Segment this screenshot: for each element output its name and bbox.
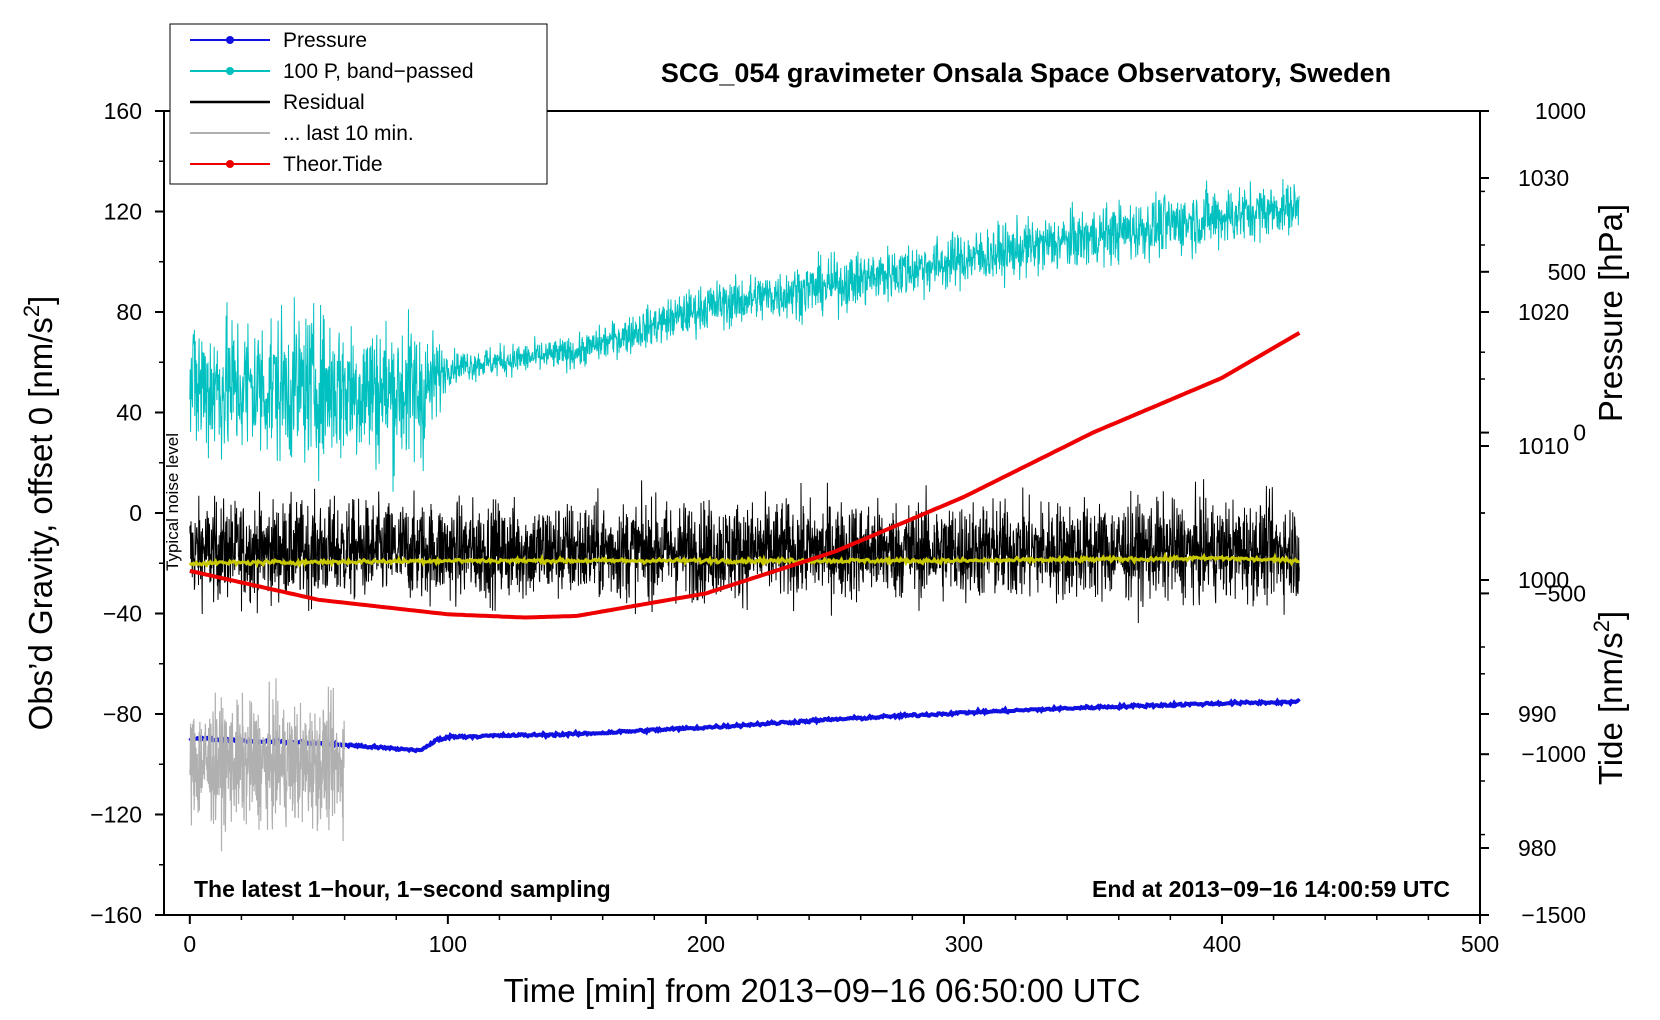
- pressure-tick-label: 990: [1518, 701, 1556, 727]
- x-tick-label: 0: [183, 931, 196, 957]
- legend-label: Pressure: [283, 29, 367, 52]
- legend-marker: [226, 36, 234, 44]
- tide-series: [189, 331, 1301, 620]
- y-left-tick-label: −160: [90, 902, 142, 928]
- y-left-tick-label: 80: [116, 299, 142, 325]
- x-tick-label: 100: [429, 931, 467, 957]
- sampling-annotation: The latest 1−hour, 1−second sampling: [194, 876, 611, 902]
- y-left-tick-label: −120: [90, 802, 142, 828]
- pressure-tick-label: 1010: [1518, 433, 1569, 459]
- y-axis-title-left: Obs’d Gravity, offset 0 [nm/s2]: [19, 296, 59, 731]
- y-left-tick-label: 0: [129, 500, 142, 526]
- tide-tick-label: −1500: [1521, 902, 1586, 928]
- y-axis-title-left-text: Obs’d Gravity, offset 0 [nm/s: [22, 317, 59, 730]
- tide-tick-label: −500: [1534, 580, 1586, 606]
- x-tick-label: 400: [1203, 931, 1241, 957]
- tide-tick-label: −1000: [1521, 741, 1586, 767]
- x-tick-label: 300: [945, 931, 983, 957]
- tide-tick-label: 0: [1573, 420, 1586, 446]
- pressure-tick-label: 980: [1518, 835, 1556, 861]
- noise-level-label: Typical noise level: [163, 433, 182, 571]
- pressure-series: [188, 697, 1301, 754]
- chart-title: SCG_054 gravimeter Onsala Space Observat…: [661, 58, 1391, 88]
- y-left-tick-label: 40: [116, 400, 142, 426]
- legend-label: ... last 10 min.: [283, 122, 414, 145]
- end-time-annotation: End at 2013−09−16 14:00:59 UTC: [1092, 876, 1450, 902]
- legend-box: [169, 23, 548, 185]
- bandpassed-pressure-series: [189, 178, 1300, 492]
- legend: Pressure 100 P, band−passed Residual ... la…: [169, 23, 548, 185]
- pressure-axis-title: Pressure [hPa]: [1592, 204, 1629, 422]
- y-left-tick-label: −80: [103, 701, 142, 727]
- legend-label: Theor.Tide: [283, 153, 383, 176]
- tide-axis-title-text: Tide [nm/s: [1592, 632, 1629, 785]
- last-10-min-series: [189, 678, 345, 852]
- tide-tick-label: 1000: [1535, 98, 1586, 124]
- pressure-tick-label: 1030: [1518, 165, 1569, 191]
- y-left-tick-label: 120: [104, 199, 142, 225]
- tide-tick-label: 500: [1548, 259, 1586, 285]
- y-axis-title-left-sup: 2: [19, 305, 44, 317]
- tide-axis-title: Tide [nm/s2]: [1589, 611, 1629, 785]
- legend-label: Residual: [283, 91, 365, 114]
- y-left-tick-label: 160: [104, 98, 142, 124]
- y-left-tick-label: −40: [103, 601, 142, 627]
- pressure-tick-label: 1000: [1518, 567, 1569, 593]
- legend-marker: [226, 160, 234, 168]
- tide-axis-title-sup: 2: [1589, 620, 1614, 632]
- x-tick-label: 500: [1461, 931, 1499, 957]
- residual-series: [189, 479, 1300, 624]
- legend-marker: [226, 67, 234, 75]
- x-axis-title: Time [min] from 2013−09−16 06:50:00 UTC: [503, 972, 1140, 1009]
- x-tick-label: 200: [687, 931, 725, 957]
- legend-label: 100 P, band−passed: [283, 60, 474, 83]
- smoothed-residual-series: [188, 551, 1300, 569]
- pressure-tick-label: 1020: [1518, 299, 1569, 325]
